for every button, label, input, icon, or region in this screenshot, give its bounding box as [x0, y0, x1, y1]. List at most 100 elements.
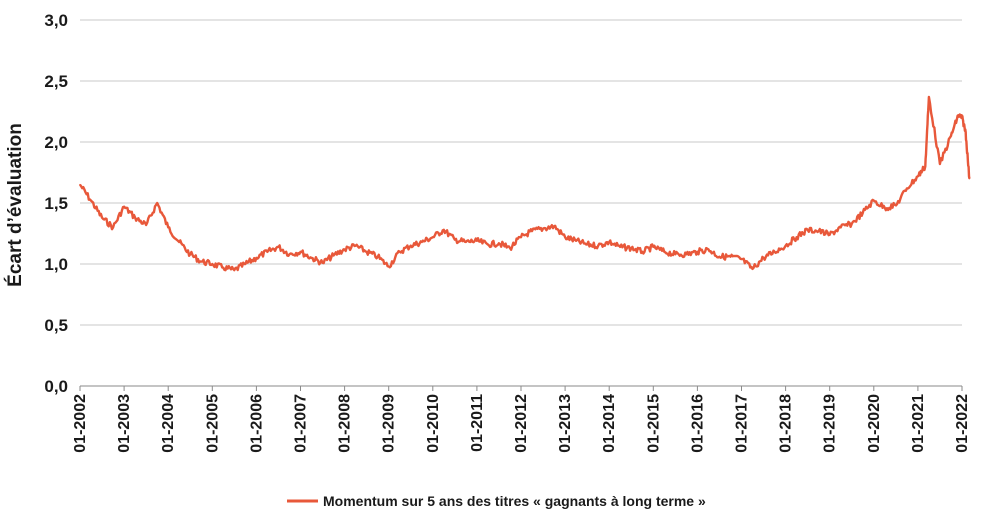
data-point: [884, 207, 886, 209]
data-point: [321, 261, 324, 264]
y-tick-label: 1,0: [44, 255, 68, 274]
data-point: [222, 266, 225, 269]
data-point: [553, 225, 555, 227]
data-point: [443, 229, 445, 231]
x-tick-label: 01-2018: [778, 394, 795, 453]
x-tick-label: 01-2012: [513, 394, 530, 453]
data-point: [939, 163, 941, 165]
x-tick-label: 01-2020: [866, 394, 883, 453]
data-point: [343, 248, 346, 251]
data-point: [365, 251, 368, 253]
data-point: [773, 251, 776, 253]
x-tick-labels: 01-2002 01-2003 01-2004 01-2005 01-2006 01-20…: [72, 386, 971, 453]
data-point: [950, 135, 952, 137]
data-point: [288, 253, 291, 256]
data-point: [957, 114, 960, 116]
x-tick-label: 01-2003: [116, 394, 133, 453]
data-point: [608, 241, 610, 243]
data-point: [520, 236, 522, 238]
data-point: [101, 216, 103, 219]
data-point: [630, 247, 633, 249]
data-point: [134, 216, 136, 219]
data-point: [968, 177, 971, 180]
data-point: [928, 96, 930, 98]
data-point: [795, 236, 798, 238]
data-point: [696, 251, 699, 253]
y-tick-labels: 0,0 0,5 1,0 1,5 2,0 2,5 3,0: [44, 11, 68, 396]
data-point: [277, 246, 280, 248]
data-point: [310, 257, 313, 259]
data-point: [663, 251, 666, 253]
y-tick-label: 2,0: [44, 133, 68, 152]
data-point: [531, 230, 533, 232]
data-point: [387, 265, 390, 268]
data-point: [817, 230, 820, 232]
data-point: [432, 236, 434, 238]
data-point: [178, 241, 181, 243]
data-point: [189, 253, 192, 256]
x-tick-label: 01-2022: [954, 394, 971, 453]
data-point: [597, 244, 599, 247]
legend: Momentum sur 5 ans des titres « gagnants…: [287, 493, 706, 509]
data-point: [828, 233, 831, 236]
data-point: [895, 204, 897, 207]
x-tick-label: 01-2021: [910, 394, 927, 453]
y-axis-label: Écart d’évaluation: [4, 123, 26, 287]
data-point: [79, 183, 81, 186]
x-tick-label: 01-2015: [645, 394, 662, 453]
data-point: [729, 255, 732, 258]
data-point: [542, 227, 544, 230]
data-point: [255, 257, 258, 259]
data-point: [145, 224, 147, 226]
data-point: [476, 240, 478, 242]
data-point: [873, 199, 875, 202]
data-point: [619, 246, 622, 248]
data-point: [420, 241, 423, 243]
x-tick-label: 01-2006: [248, 394, 265, 453]
data-point: [641, 251, 644, 253]
x-tick-label: 01-2014: [601, 394, 618, 453]
data-point: [398, 251, 401, 253]
data-point: [200, 260, 203, 263]
data-point: [652, 246, 655, 248]
data-point: [964, 131, 967, 134]
data-point: [784, 244, 787, 247]
gridlines: [80, 19, 962, 387]
data-point: [454, 238, 456, 241]
data-point: [90, 199, 92, 202]
data-point: [376, 255, 379, 258]
data-point: [564, 236, 566, 238]
data-point: [685, 253, 688, 256]
data-point: [674, 253, 677, 256]
data-point: [123, 205, 125, 208]
x-tick-label: 01-2019: [822, 394, 839, 453]
data-point: [850, 222, 853, 225]
x-tick-label: 01-2004: [160, 394, 177, 453]
data-point: [509, 247, 511, 249]
data-point: [409, 244, 412, 247]
data-point: [211, 263, 214, 265]
x-tick-label: 01-2016: [689, 394, 706, 453]
data-point: [167, 226, 169, 229]
y-tick-label: 2,5: [44, 72, 68, 91]
legend-label: Momentum sur 5 ans des titres « gagnants…: [323, 493, 706, 509]
data-point: [233, 269, 236, 271]
data-point: [762, 257, 765, 259]
data-point: [244, 263, 247, 265]
data-point: [839, 226, 842, 229]
data-point: [487, 243, 489, 246]
data-point: [112, 226, 114, 229]
x-tick-label: 01-2010: [425, 394, 442, 453]
data-point: [465, 241, 467, 243]
series-line: [79, 95, 971, 272]
x-tick-label: 01-2008: [337, 394, 354, 453]
data-point: [156, 202, 158, 204]
y-tick-label: 0,5: [44, 316, 68, 335]
data-point: [266, 251, 269, 253]
data-point: [861, 211, 864, 214]
data-point: [718, 255, 721, 258]
data-point: [354, 244, 357, 247]
x-tick-label: 01-2005: [204, 394, 221, 453]
data-point: [332, 254, 335, 257]
